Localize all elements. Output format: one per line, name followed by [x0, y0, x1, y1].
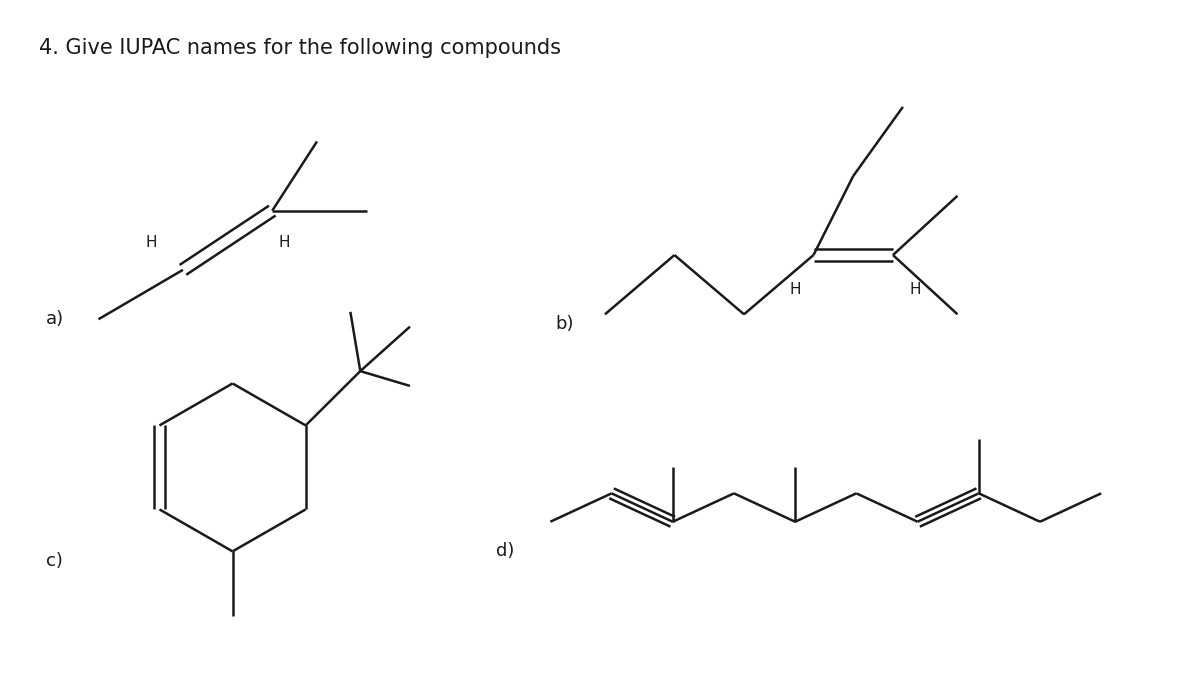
Text: d): d)	[496, 543, 514, 560]
Text: c): c)	[46, 552, 62, 570]
Text: H: H	[278, 235, 290, 250]
Text: H: H	[790, 282, 802, 297]
Text: H: H	[145, 235, 157, 250]
Text: b): b)	[556, 315, 574, 333]
Text: 4. Give IUPAC names for the following compounds: 4. Give IUPAC names for the following co…	[38, 38, 560, 58]
Text: H: H	[910, 282, 920, 297]
Text: a): a)	[46, 310, 64, 328]
